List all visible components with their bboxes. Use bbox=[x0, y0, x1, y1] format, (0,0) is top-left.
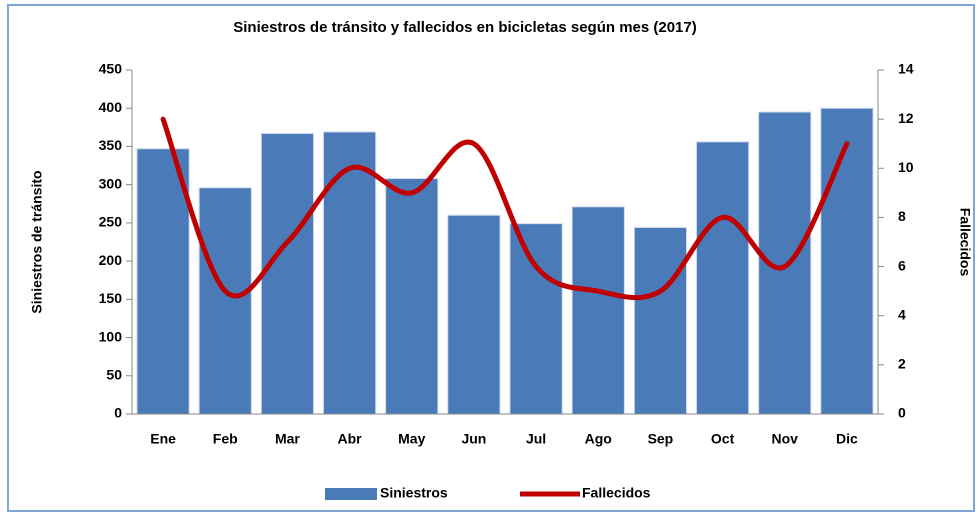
y2-tick-label: 14 bbox=[898, 61, 914, 77]
y-tick-label: 450 bbox=[99, 61, 123, 77]
y2-tick-label: 0 bbox=[898, 405, 906, 421]
bar bbox=[322, 131, 377, 415]
x-tick-label: Mar bbox=[275, 431, 300, 447]
legend-swatch bbox=[325, 488, 377, 500]
x-tick-label: Nov bbox=[772, 431, 799, 447]
y-tick-label: 0 bbox=[114, 405, 122, 421]
y-tick-label: 250 bbox=[99, 214, 123, 230]
bar bbox=[695, 141, 750, 415]
y-tick-label: 400 bbox=[99, 99, 123, 115]
bar bbox=[447, 214, 501, 415]
y2-tick-label: 4 bbox=[898, 306, 906, 322]
bar bbox=[509, 223, 563, 415]
x-tick-label: May bbox=[398, 431, 425, 447]
x-tick-label: Ago bbox=[585, 431, 612, 447]
bar bbox=[571, 206, 625, 415]
bar bbox=[136, 148, 190, 415]
y-tick-label: 100 bbox=[99, 328, 123, 344]
legend-label: Siniestros bbox=[380, 485, 448, 501]
y-tick-label: 150 bbox=[99, 290, 123, 306]
x-tick-label: Abr bbox=[338, 431, 363, 447]
y2-tick-label: 2 bbox=[898, 356, 906, 372]
chart-title: Siniestros de tránsito y fallecidos en b… bbox=[233, 19, 697, 36]
bar bbox=[820, 107, 874, 415]
y2-tick-label: 6 bbox=[898, 257, 906, 273]
y2-tick-label: 12 bbox=[898, 110, 914, 126]
y2-tick-label: 8 bbox=[898, 208, 906, 224]
x-tick-label: Jul bbox=[526, 431, 546, 447]
x-tick-label: Dic bbox=[836, 431, 858, 447]
x-tick-label: Jun bbox=[461, 431, 486, 447]
bar bbox=[633, 226, 688, 415]
line bbox=[160, 116, 850, 301]
y-tick-label: 50 bbox=[106, 366, 122, 382]
x-tick-label: Oct bbox=[711, 431, 735, 447]
bar bbox=[260, 132, 315, 415]
x-tick-label: Sep bbox=[648, 431, 674, 447]
legend-label: Fallecidos bbox=[582, 485, 651, 501]
x-tick-label: Ene bbox=[150, 431, 176, 447]
y-tick-label: 300 bbox=[99, 175, 123, 191]
y2-axis-label: Fallecidos bbox=[957, 208, 973, 277]
y-tick-label: 200 bbox=[99, 252, 123, 268]
bar bbox=[198, 187, 252, 415]
y2-tick-label: 10 bbox=[898, 159, 914, 175]
y-tick-label: 350 bbox=[99, 137, 123, 153]
x-tick-label: Feb bbox=[213, 431, 238, 447]
bar bbox=[385, 178, 439, 415]
y-axis-label: Siniestros de tránsito bbox=[29, 170, 45, 313]
